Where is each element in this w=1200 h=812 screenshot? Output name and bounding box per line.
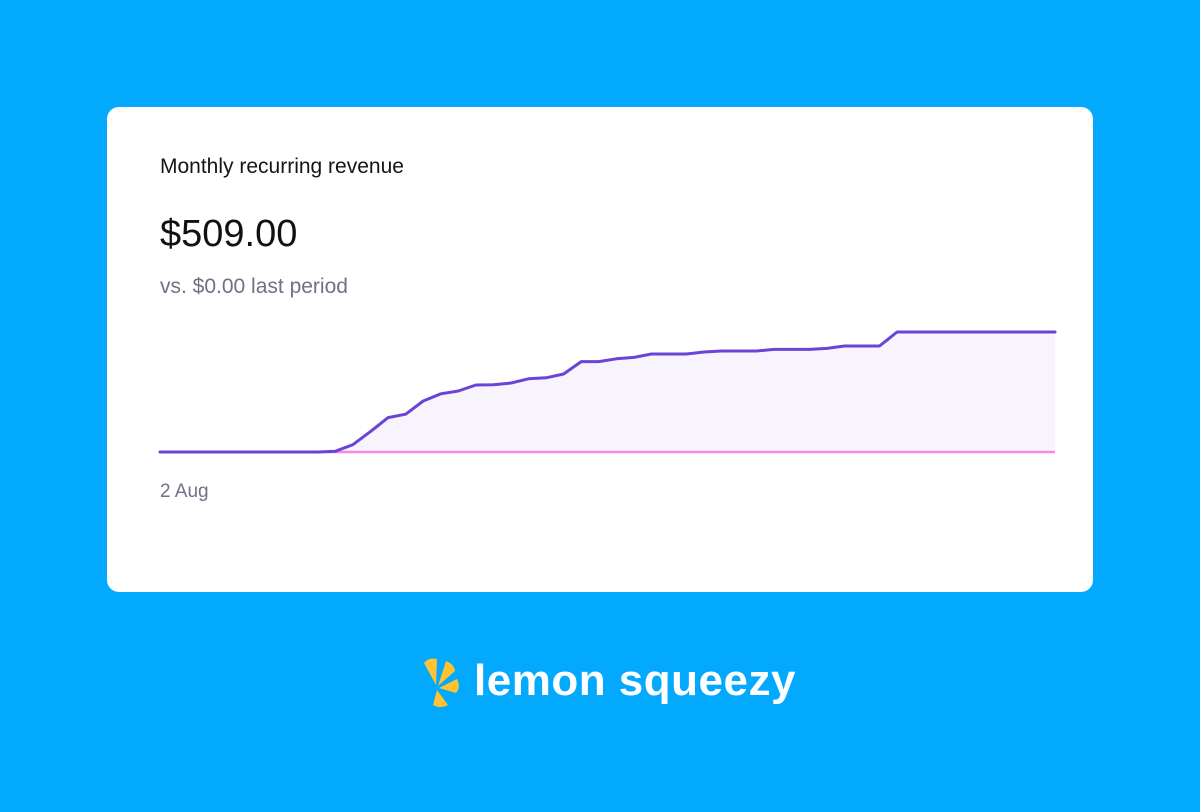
x-axis-start-label: 2 Aug xyxy=(160,481,209,502)
brand-logo: lemon squeezy xyxy=(420,651,795,711)
lemon-slice-icon xyxy=(424,658,459,707)
card-title: Monthly recurring revenue xyxy=(160,155,404,178)
brand-name: lemon squeezy xyxy=(474,656,796,705)
mrr-area-fill xyxy=(160,332,1055,452)
mrr-value: $509.00 xyxy=(160,213,298,255)
mrr-chart[interactable] xyxy=(158,322,1057,467)
series-line-current-period xyxy=(158,330,1057,454)
mrr-card: Monthly recurring revenue $509.00 vs. $0… xyxy=(107,107,1093,592)
comparison-text: vs. $0.00 last period xyxy=(160,275,348,298)
